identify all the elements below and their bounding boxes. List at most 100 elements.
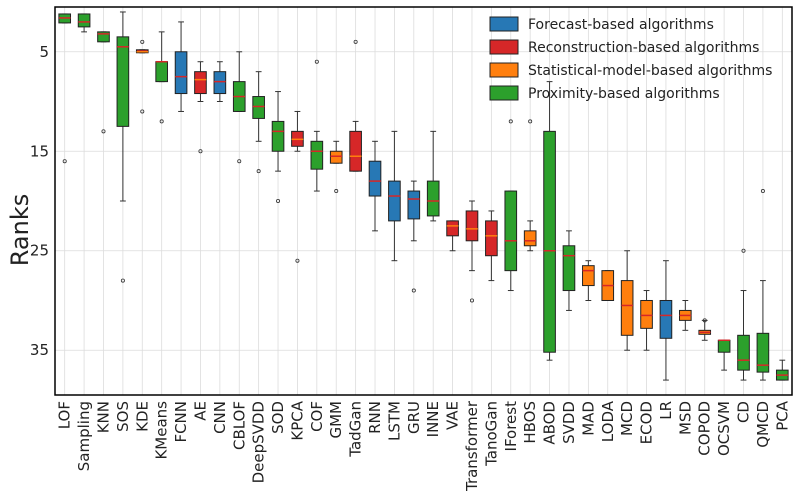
box-mcd: [620, 250, 634, 351]
iqr-box: [465, 210, 479, 242]
x-tick-label: HBOS: [521, 401, 539, 444]
legend-swatch: [489, 16, 519, 32]
x-tick-label: GMM: [327, 401, 345, 439]
iqr-box: [349, 130, 362, 172]
outlier-point: [159, 119, 164, 124]
iqr-box: [77, 13, 91, 28]
plot-frame: [54, 6, 793, 396]
outlier-point: [276, 198, 281, 203]
legend: Forecast-based algorithms Reconstruction-…: [489, 16, 772, 102]
box-sampling: [77, 13, 91, 33]
iqr-box: [485, 220, 498, 257]
box-vae: [446, 220, 459, 252]
iqr-box: [329, 150, 343, 164]
box-cd: [737, 248, 750, 381]
box-layer: [58, 11, 789, 381]
outlier-point: [295, 258, 300, 263]
x-tick-label: INNE: [424, 401, 442, 437]
x-tick-label: LOF: [56, 401, 74, 429]
y-tick-label: 25: [30, 242, 49, 260]
legend-label: Reconstruction-based algorithms: [528, 40, 759, 56]
x-tick-label: SOS: [114, 401, 132, 432]
x-tick-label: LODA: [599, 400, 617, 442]
x-tick-label: KPCA: [288, 400, 306, 440]
box-ocsvm: [717, 339, 731, 371]
iqr-box: [310, 140, 324, 170]
outlier-point: [702, 318, 707, 323]
x-tick-label: TadGan: [347, 401, 365, 458]
legend-swatch: [489, 39, 519, 55]
x-tick-label: KDE: [133, 401, 151, 432]
iqr-box: [388, 180, 401, 222]
iqr-box: [174, 51, 188, 95]
iqr-box: [252, 96, 265, 119]
x-tick-label: TanoGan: [482, 401, 500, 467]
outlier-point: [237, 159, 242, 164]
outlier-point: [256, 169, 261, 174]
outlier-point: [469, 298, 474, 303]
box-lr: [659, 260, 673, 381]
x-tick-label: MCD: [618, 401, 636, 436]
iqr-box: [582, 265, 595, 287]
x-tick-label: KNN: [94, 401, 112, 433]
outlier-point: [528, 119, 533, 124]
iqr-box: [97, 31, 110, 43]
box-pca: [775, 359, 789, 381]
box-ae: [194, 61, 207, 154]
outlier-point: [334, 189, 339, 194]
box-cof: [310, 59, 324, 192]
outlier-point: [314, 59, 319, 64]
box-lstm: [388, 130, 401, 262]
x-tick-label: VAE: [444, 401, 462, 430]
box-iforest: [504, 119, 518, 292]
x-tick-label: QMCD: [754, 401, 772, 448]
x-tick-label: SVDD: [560, 401, 578, 444]
outlier-point: [411, 288, 416, 293]
outlier-point: [120, 278, 125, 283]
x-tick-label: CNN: [211, 401, 229, 434]
x-tick-label: Transformer: [463, 400, 481, 492]
outlier-point: [62, 159, 67, 164]
legend-label: Proximity-based algorithms: [528, 86, 720, 102]
iqr-box: [717, 339, 731, 353]
iqr-box: [543, 130, 556, 353]
box-gru: [407, 180, 421, 293]
box-hbos: [523, 119, 537, 252]
box-gmm: [329, 140, 343, 194]
outlier-point: [101, 129, 106, 134]
box-copod: [698, 318, 712, 341]
iqr-box: [116, 36, 130, 127]
outlier-point: [353, 39, 358, 44]
box-tadgan: [349, 39, 362, 172]
legend-label: Statistical-model-based algorithms: [528, 63, 772, 79]
x-tick-label: DeepSVDD: [250, 401, 268, 483]
x-tick-label: Sampling: [75, 401, 93, 471]
box-loda: [601, 270, 615, 301]
box-rnn: [368, 140, 382, 232]
box-fcnn: [174, 21, 188, 112]
iqr-box: [659, 299, 673, 339]
x-tick-label: PCA: [773, 400, 791, 431]
y-tick-label: 35: [30, 341, 49, 359]
box-svdd: [562, 230, 576, 311]
box-tanogan: [485, 210, 498, 282]
box-inne: [426, 130, 440, 222]
iqr-box: [504, 190, 518, 272]
x-tick-label: IForest: [502, 401, 520, 452]
box-kde: [135, 39, 149, 114]
box-sos: [116, 11, 130, 283]
x-tick-label: ABOD: [541, 401, 559, 445]
x-tick-label: GRU: [405, 401, 423, 434]
x-tick-label: KMeans: [153, 401, 171, 460]
y-tick-label: 15: [30, 142, 49, 160]
box-kmeans: [155, 31, 168, 124]
box-ecod: [640, 290, 653, 351]
outlier-point: [198, 149, 203, 154]
iqr-box: [640, 299, 653, 329]
legend-swatch: [489, 85, 519, 101]
y-tick-label: 5: [39, 43, 49, 61]
iqr-box: [407, 190, 421, 220]
x-tick-label: CD: [735, 401, 753, 423]
outlier-point: [760, 189, 765, 194]
